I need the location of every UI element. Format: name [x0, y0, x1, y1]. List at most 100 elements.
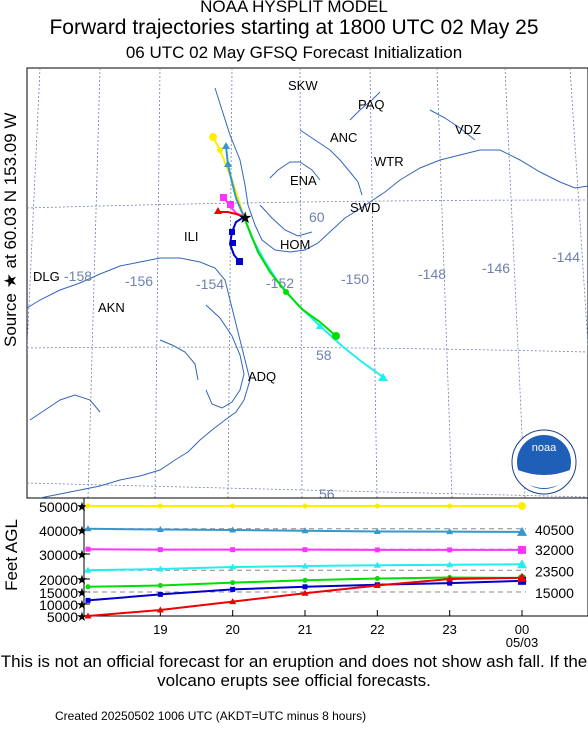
- marker: [220, 194, 227, 201]
- x-date-label: 05/03: [506, 635, 539, 650]
- height-marker: [302, 584, 308, 590]
- lon-label: -156: [125, 273, 153, 289]
- coastline: [27, 87, 588, 498]
- lon-label: -148: [418, 266, 446, 282]
- y-tick-label: 30000: [39, 547, 78, 563]
- marker: [332, 332, 340, 340]
- height-marker: [301, 562, 309, 569]
- height-marker: [302, 577, 308, 583]
- trajectory-green: [243, 216, 337, 337]
- height-marker: [373, 561, 381, 568]
- height-marker: [518, 502, 526, 510]
- y-tick-label: 5000: [47, 609, 78, 625]
- star-icon: ★: [76, 499, 88, 514]
- station-label: WTR: [374, 154, 404, 169]
- height-frame: [83, 497, 588, 617]
- chart-subtitle: 06 UTC 02 May GFSQ Forecast Initializati…: [125, 43, 463, 62]
- x-tick-label: 19: [153, 622, 167, 637]
- height-marker: [230, 503, 236, 509]
- height-marker: [157, 583, 163, 588]
- star-icon: ★: [76, 547, 88, 562]
- star-icon: ★: [76, 572, 88, 587]
- height-marker: [84, 612, 92, 619]
- height-marker: [85, 546, 91, 552]
- height-marker: [229, 526, 237, 533]
- height-marker: [229, 598, 237, 605]
- marker: [230, 240, 236, 246]
- marker: [227, 201, 234, 208]
- height-marker: [446, 528, 454, 535]
- height-marker: [84, 525, 92, 532]
- source-star-icon: ★: [238, 210, 252, 227]
- created-timestamp: Created 20250502 1006 UTC (AKDT=UTC minu…: [55, 709, 367, 723]
- x-tick-label: 22: [370, 622, 384, 637]
- star-icon: ★: [76, 609, 88, 624]
- height-marker: [447, 503, 453, 509]
- noaa-logo: noaa: [511, 429, 577, 495]
- height-marker: [302, 503, 308, 509]
- lat-label: 58: [316, 347, 332, 363]
- height-marker: [374, 576, 380, 581]
- level-label: 32000: [535, 542, 574, 558]
- height-marker: [517, 572, 527, 582]
- trajectory-markers: ★: [209, 133, 388, 381]
- height-marker: [156, 565, 164, 572]
- height-marker: [373, 527, 381, 534]
- height-marker: [301, 527, 309, 534]
- height-panel: 5000★10000★15000★20000★30000★40000★50000…: [39, 497, 588, 650]
- marker: [229, 229, 235, 235]
- marker: [224, 160, 232, 167]
- y-tick-label: 10000: [39, 597, 78, 613]
- height-marker: [447, 580, 453, 586]
- height-marker: [157, 591, 163, 597]
- lat-label: 60: [309, 209, 325, 225]
- height-marker: [157, 547, 163, 553]
- lon-label: -144: [552, 249, 580, 265]
- height-marker: [156, 526, 164, 533]
- height-marker: [301, 589, 309, 596]
- station-label: ADQ: [248, 369, 276, 384]
- lon-label: -146: [482, 260, 510, 276]
- x-tick-label: 21: [298, 622, 312, 637]
- map-frame: [26, 67, 588, 499]
- level-label: 23500: [535, 563, 574, 579]
- lon-label: -158: [64, 268, 92, 284]
- x-tick-label: 23: [442, 622, 456, 637]
- height-marker: [85, 597, 91, 603]
- marker: [378, 373, 388, 381]
- star-icon: ★: [76, 523, 88, 538]
- marker: [316, 322, 324, 329]
- trajectory-paths: [212, 136, 384, 378]
- height-marker: [446, 575, 454, 582]
- height-marker: [156, 606, 164, 613]
- height-marker: [374, 547, 380, 553]
- height-marker: [373, 582, 381, 588]
- height-marker: [230, 586, 236, 592]
- level-label: 15000: [535, 585, 574, 601]
- star-icon: ★: [76, 585, 88, 600]
- trajectory-blue-high: [225, 145, 245, 218]
- station-label: HOM: [280, 237, 310, 252]
- height-marker: [84, 566, 92, 573]
- station-label: PAQ: [358, 97, 385, 112]
- marker: [236, 258, 243, 265]
- level-label: 40500: [535, 522, 574, 538]
- height-marker: [85, 584, 91, 590]
- station-label: SKW: [288, 78, 318, 93]
- marker: [283, 289, 289, 295]
- y-tick-label: 20000: [39, 572, 78, 588]
- height-marker: [230, 547, 236, 553]
- lat-label: 56: [319, 486, 335, 502]
- height-marker: [229, 563, 237, 570]
- height-marker: [157, 503, 163, 509]
- logo-text: noaa: [532, 442, 557, 454]
- station-label: ANC: [330, 130, 357, 145]
- lon-label: -154: [196, 276, 224, 292]
- trajectory-navy: [228, 216, 245, 263]
- y-tick-label: 40000: [39, 523, 78, 539]
- chart-title: Forward trajectories starting at 1800 UT…: [49, 16, 539, 39]
- x-tick-label: 20: [225, 622, 239, 637]
- height-marker: [374, 503, 380, 509]
- station-label: AKN: [98, 300, 125, 315]
- marker: [209, 133, 217, 141]
